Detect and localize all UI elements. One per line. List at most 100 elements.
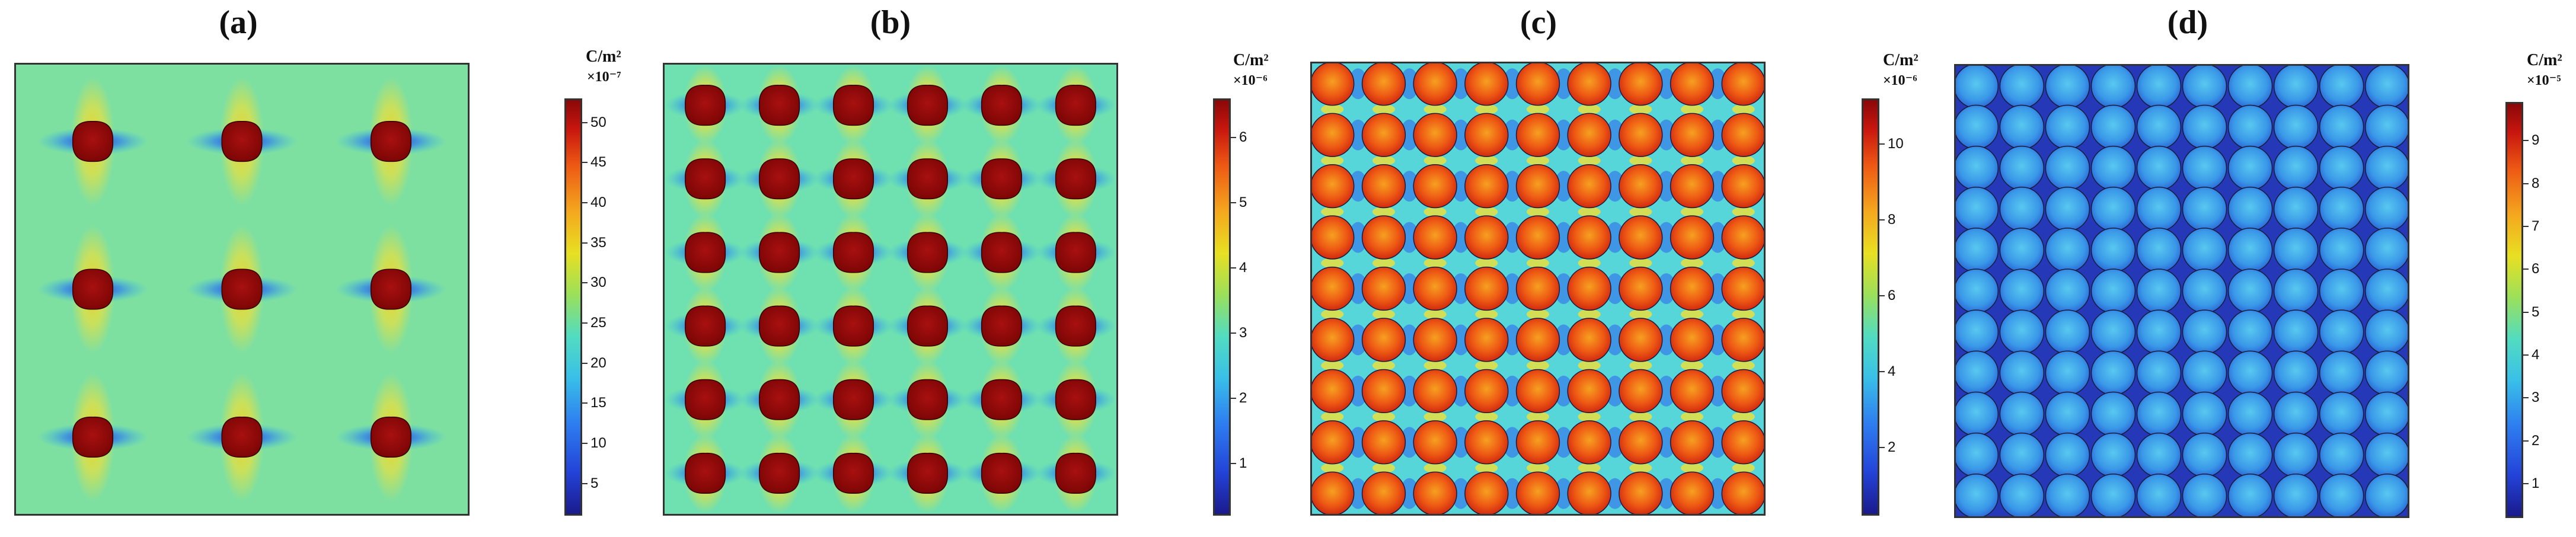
panel-c-particle (1312, 318, 1355, 362)
panel-d-particle (2090, 104, 2136, 150)
panel-d-tick-mark (2521, 483, 2529, 485)
panel-d-particle (2045, 66, 2090, 109)
panel-d-particle (2273, 309, 2319, 354)
panel-d-particle (1999, 473, 2045, 516)
panel-c-particle (1464, 318, 1509, 362)
panel-d-particle (2090, 350, 2136, 396)
panel-c-particle (1619, 420, 1663, 465)
panel-d-unit: C/m² (2527, 51, 2562, 69)
panel-c-particle (1567, 164, 1611, 209)
panel-d-scale: ×10⁻⁵ (2527, 73, 2561, 88)
panel-c-particle (1567, 420, 1611, 465)
panel-c-tick-mark (1878, 143, 1885, 145)
panel-c-particle (1619, 113, 1663, 157)
panel-a-particle (370, 416, 411, 458)
panel-d-particle (2045, 391, 2090, 437)
panel-d-tick-label: 1 (2532, 475, 2540, 492)
panel-b-particle (1055, 305, 1096, 347)
panel-b-particle (833, 158, 874, 200)
panel-d-field (1956, 66, 2408, 516)
panel-d-particle (2182, 309, 2227, 354)
panel-c-particle (1361, 266, 1406, 311)
panel-c-particle (1413, 266, 1457, 311)
panel-d-particle (2090, 228, 2136, 273)
panel-d-particle (2045, 309, 2090, 354)
panel-d-particle (2227, 391, 2273, 437)
panel-d-particle (2364, 432, 2408, 478)
panel-c-particle (1413, 113, 1457, 157)
panel-d-particle (2364, 145, 2408, 191)
panel-d-particle (2364, 391, 2408, 437)
panel-d-particle (2227, 228, 2273, 273)
panel-d-particle (2045, 432, 2090, 478)
panel-b-tick-mark (1229, 267, 1236, 268)
panel-a-tick-mark (580, 282, 588, 284)
panel-d-particle (2364, 228, 2408, 273)
panel-b-particle (833, 305, 874, 347)
panel-a-tick-mark (580, 162, 588, 164)
panel-a-label: (a) (219, 4, 258, 41)
panel-c-particle (1567, 471, 1611, 514)
panel-a-tick-label: 50 (590, 114, 607, 130)
panel-d-particle (2045, 186, 2090, 232)
panel-b-unit: C/m² (1233, 51, 1269, 69)
panel-c-tick-label: 4 (1888, 363, 1896, 379)
panel-d-particle (2182, 350, 2227, 396)
panel-a-particle (72, 121, 114, 162)
panel-c-particle (1619, 318, 1663, 362)
panel-d-particle (2227, 473, 2273, 516)
panel-b-tick-label: 4 (1239, 260, 1247, 276)
panel-c-scale: ×10⁻⁶ (1883, 73, 1917, 88)
panel-d-particle (2136, 186, 2182, 232)
panel-b-field (665, 65, 1116, 514)
panel-d-tick-mark (2521, 397, 2529, 399)
panel-c-particle (1721, 266, 1764, 311)
panel-b-tick-mark (1229, 202, 1236, 203)
panel-b-particle (1055, 158, 1096, 200)
panel-b-particle (981, 232, 1022, 273)
panel-c-particle (1464, 113, 1509, 157)
panel-a-tick-label: 25 (590, 315, 607, 331)
panel-d-particle (2364, 350, 2408, 395)
panel-d-tick-label: 2 (2532, 432, 2540, 449)
panel-d-tick-mark (2521, 440, 2529, 442)
panel-c-particle (1619, 215, 1663, 260)
panel-a-tick-mark (580, 122, 588, 123)
panel-c-particle (1312, 471, 1355, 514)
panel-d-tick-label: 7 (2532, 218, 2540, 234)
panel-d-tick-label: 8 (2532, 175, 2540, 191)
panel-d-particle (2136, 350, 2182, 396)
panel-d-plot (1954, 64, 2409, 518)
panel-d-particle (2182, 186, 2227, 232)
panel-b-tick-label: 6 (1239, 129, 1247, 145)
panel-c-particle (1721, 420, 1764, 465)
panel-b-tick-mark (1229, 463, 1236, 464)
panel-b-scale: ×10⁻⁶ (1233, 73, 1268, 88)
panel-d-particle (2364, 187, 2408, 232)
panel-d-particle (2319, 104, 2364, 150)
panel-c-particle (1464, 471, 1509, 514)
panel-d-tick-mark (2521, 183, 2529, 184)
panel-d-label: (d) (2167, 4, 2208, 41)
panel-d-particle (2273, 473, 2319, 516)
panel-b-particle (759, 305, 800, 347)
panel-c-particle (1515, 113, 1560, 157)
panel-d-particle (2090, 432, 2136, 478)
panel-d-particle (2227, 350, 2273, 396)
panel-a-tick-label: 45 (590, 154, 607, 171)
panel-c-particle (1619, 369, 1663, 414)
panel-d-particle (2136, 432, 2182, 478)
panel-b-tick-mark (1229, 333, 1236, 334)
panel-d-tick-label: 9 (2532, 132, 2540, 149)
panel-d-particle (1999, 186, 2045, 232)
panel-c-particle (1312, 215, 1355, 260)
panel-c-particle (1670, 63, 1715, 106)
panel-d-particle (2273, 66, 2319, 109)
panel-d-particle (2319, 350, 2364, 396)
panel-d-particle (2136, 228, 2182, 273)
panel-a-tick-mark (580, 322, 588, 324)
panel-d-particle (2090, 268, 2136, 314)
panel-b-tick-label: 1 (1239, 455, 1247, 471)
panel-c-particle (1312, 164, 1355, 209)
panel-d-particle (2319, 473, 2364, 516)
